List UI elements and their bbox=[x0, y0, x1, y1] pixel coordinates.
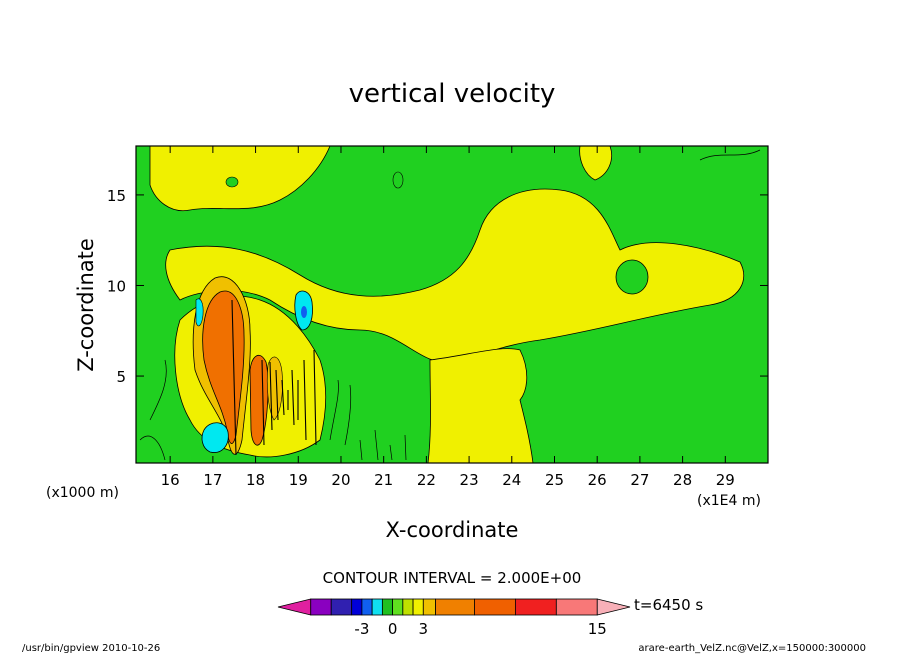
colorbar-tick-label: 3 bbox=[419, 620, 429, 638]
footer-right: arare-earth_VelZ.nc@VelZ,x=150000:300000 bbox=[638, 643, 866, 654]
x-tick-label: 24 bbox=[502, 471, 521, 489]
contour-region-yellow-right bbox=[427, 348, 534, 463]
x-tick-label: 29 bbox=[716, 471, 735, 489]
contour-fills bbox=[139, 146, 761, 463]
colorbar-tick-label: -3 bbox=[354, 620, 369, 638]
y-tick-label: 15 bbox=[107, 187, 126, 205]
colorbar-segment bbox=[330, 598, 353, 616]
x-tick-label: 23 bbox=[460, 471, 479, 489]
colorbar-segment bbox=[402, 598, 414, 616]
colorbar-segment bbox=[310, 598, 332, 616]
x-tick-label: 22 bbox=[417, 471, 436, 489]
contour-region-green-patch bbox=[225, 176, 239, 188]
contour-lines bbox=[139, 149, 761, 461]
plot-frame bbox=[135, 145, 769, 464]
colorbar-tick-label: 0 bbox=[388, 620, 398, 638]
colorbar-segment bbox=[381, 598, 394, 616]
y-unit-label: (x1000 m) bbox=[46, 485, 119, 501]
contour-interval-label: CONTOUR INTERVAL = 2.000E+00 bbox=[323, 569, 582, 587]
colorbar-tick-label: 15 bbox=[588, 620, 607, 638]
x-tick-label: 17 bbox=[203, 471, 222, 489]
colorbar-segment bbox=[435, 598, 475, 616]
y-axis-label: Z-coordinate bbox=[74, 238, 98, 372]
colorbar-segment bbox=[555, 598, 598, 616]
x-axis: 16 17 18 19 20 21 22 23 24 25 26 27 28 29 bbox=[161, 146, 735, 489]
colorbar: -3 0 3 15 bbox=[277, 598, 631, 638]
contour-region-cyan-16 bbox=[195, 298, 204, 327]
contour-region-green-patch bbox=[392, 171, 404, 189]
chart-title: vertical velocity bbox=[349, 79, 556, 109]
x-tick-label: 16 bbox=[161, 471, 180, 489]
x-axis-label: X-coordinate bbox=[386, 518, 519, 542]
contour-region-yellow-upperleft bbox=[149, 146, 331, 212]
x-tick-label: 19 bbox=[289, 471, 308, 489]
colorbar-segment bbox=[412, 598, 424, 616]
colorbar-segment bbox=[514, 598, 557, 616]
colorbar-segment bbox=[371, 598, 383, 616]
colorbar-segment bbox=[596, 598, 631, 616]
colorbar-segment bbox=[351, 598, 363, 616]
x-tick-label: 20 bbox=[331, 471, 350, 489]
contour-region-blue-19 bbox=[301, 306, 307, 318]
colorbar-segment bbox=[474, 598, 516, 616]
x-tick-label: 25 bbox=[545, 471, 564, 489]
y-axis: 5 10 15 bbox=[107, 187, 768, 386]
colorbar-segment bbox=[422, 598, 436, 616]
y-tick-label: 10 bbox=[107, 277, 126, 295]
contour-region-green-island bbox=[615, 259, 649, 295]
x-tick-label: 28 bbox=[673, 471, 692, 489]
time-label: t=6450 s bbox=[634, 596, 703, 614]
contour-region-cyan-17 bbox=[201, 422, 229, 453]
x-tick-label: 26 bbox=[588, 471, 607, 489]
y-tick-label: 5 bbox=[116, 368, 126, 386]
colorbar-segment bbox=[277, 598, 312, 616]
x-tick-label: 18 bbox=[246, 471, 265, 489]
footer-left: /usr/bin/gpview 2010-10-26 bbox=[22, 643, 160, 654]
x-tick-label: 21 bbox=[374, 471, 393, 489]
colorbar-segment bbox=[361, 598, 373, 616]
contour-striations bbox=[231, 299, 317, 456]
colorbar-segment bbox=[392, 598, 404, 616]
plot-area bbox=[135, 145, 769, 464]
x-tick-label: 27 bbox=[630, 471, 649, 489]
x-unit-label: (x1E4 m) bbox=[697, 493, 761, 509]
contour-region-orange-core-inner bbox=[202, 290, 245, 444]
contour-region-yellow-upperright-blob bbox=[579, 146, 612, 181]
